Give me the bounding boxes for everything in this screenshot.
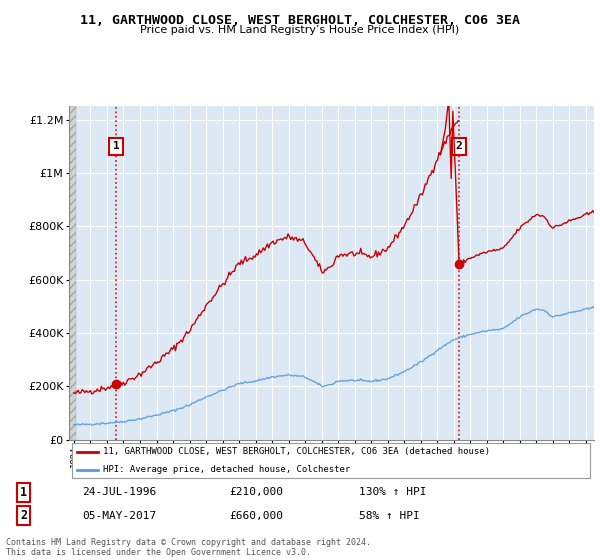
Bar <box>69 106 76 440</box>
Text: Price paid vs. HM Land Registry’s House Price Index (HPI): Price paid vs. HM Land Registry’s House … <box>140 25 460 35</box>
Text: HPI: Average price, detached house, Colchester: HPI: Average price, detached house, Colc… <box>103 465 350 474</box>
Text: 2: 2 <box>456 141 463 151</box>
Text: £210,000: £210,000 <box>229 487 283 497</box>
Text: 2: 2 <box>20 510 27 522</box>
Text: 11, GARTHWOOD CLOSE, WEST BERGHOLT, COLCHESTER, CO6 3EA (detached house): 11, GARTHWOOD CLOSE, WEST BERGHOLT, COLC… <box>103 447 490 456</box>
Text: 05-MAY-2017: 05-MAY-2017 <box>82 511 157 521</box>
Text: 1: 1 <box>113 141 119 151</box>
Text: £660,000: £660,000 <box>229 511 283 521</box>
Text: 24-JUL-1996: 24-JUL-1996 <box>82 487 157 497</box>
Text: 58% ↑ HPI: 58% ↑ HPI <box>359 511 419 521</box>
FancyBboxPatch shape <box>71 443 590 478</box>
Text: Contains HM Land Registry data © Crown copyright and database right 2024.
This d: Contains HM Land Registry data © Crown c… <box>6 538 371 557</box>
Text: 11, GARTHWOOD CLOSE, WEST BERGHOLT, COLCHESTER, CO6 3EA: 11, GARTHWOOD CLOSE, WEST BERGHOLT, COLC… <box>80 14 520 27</box>
Text: 130% ↑ HPI: 130% ↑ HPI <box>359 487 426 497</box>
Text: 1: 1 <box>20 486 27 498</box>
